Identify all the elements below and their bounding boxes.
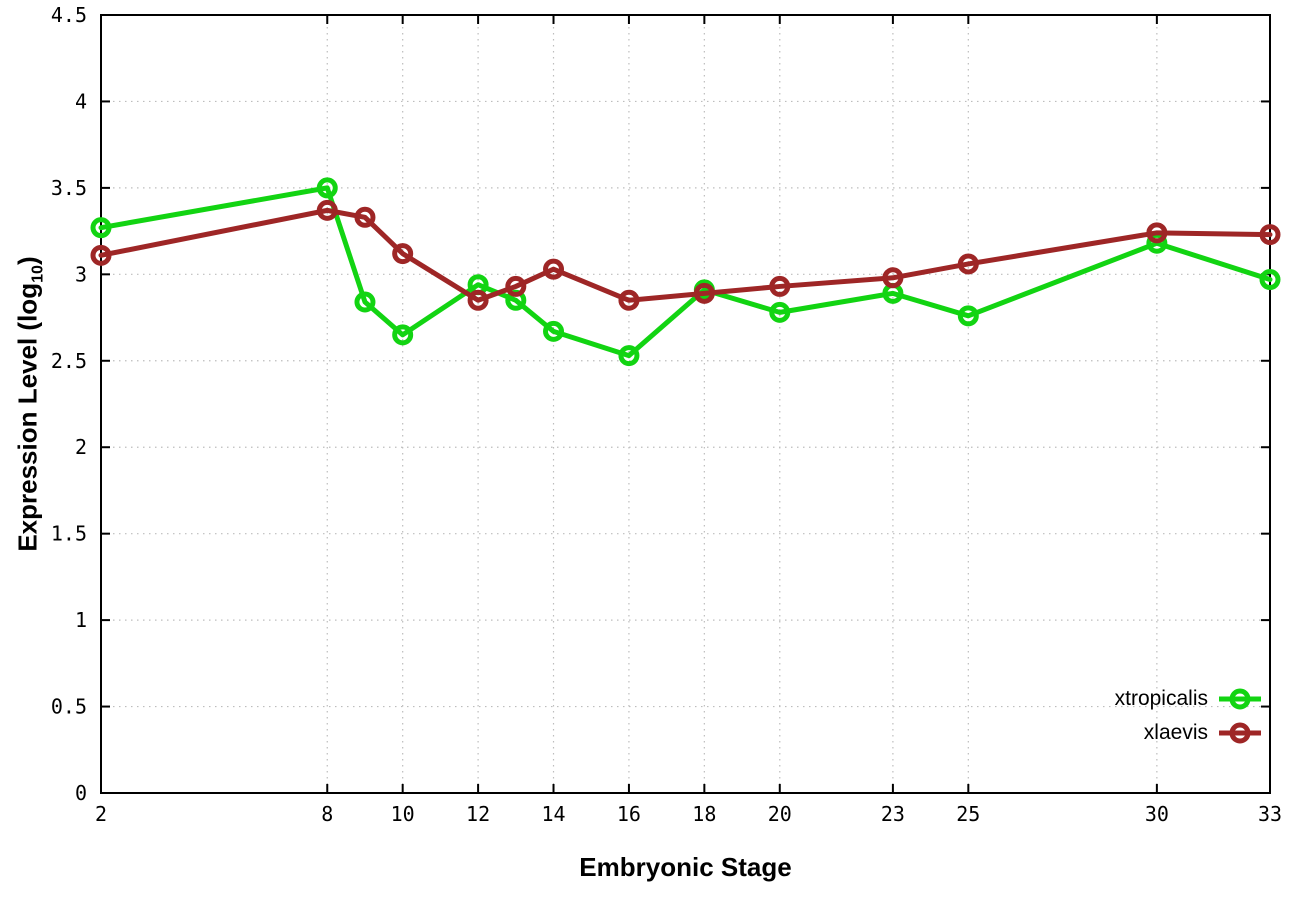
series-marker-xtropicalis [392, 324, 414, 346]
series-marker-xtropicalis [90, 217, 112, 239]
y-tick-label: 4.5 [51, 3, 87, 27]
series-marker-xlaevis [90, 244, 112, 266]
series-marker-xtropicalis [316, 177, 338, 199]
legend-label: xlaevis [1143, 721, 1208, 744]
x-tick-label: 14 [541, 802, 565, 826]
series-marker-xtropicalis [618, 345, 640, 367]
series-marker-xtropicalis [543, 320, 565, 342]
series-line-xlaevis [98, 207, 1273, 303]
y-tick-label: 3.5 [51, 176, 87, 200]
series-marker-xlaevis [316, 199, 338, 221]
x-tick-label: 10 [391, 802, 415, 826]
series-marker-xlaevis [543, 258, 565, 280]
x-tick-label: 2 [95, 802, 107, 826]
x-tick-label: 33 [1258, 802, 1282, 826]
legend-item-xlaevis: xlaevis [1115, 718, 1262, 748]
series-marker-xlaevis [1259, 224, 1281, 246]
y-axis-title-suffix: ) [12, 256, 43, 265]
x-tick-label: 23 [881, 802, 905, 826]
series-marker-xtropicalis [1259, 269, 1281, 291]
y-tick-label: 2 [75, 435, 87, 459]
series-marker-xlaevis [618, 289, 640, 311]
series-marker-xlaevis [1146, 222, 1168, 244]
x-tick-label: 25 [956, 802, 980, 826]
x-tick-label: 16 [617, 802, 641, 826]
series-marker-xlaevis [354, 206, 376, 228]
legend-marker-sample [1219, 722, 1261, 744]
plot-border [100, 14, 1271, 794]
legend: xtropicalis xlaevis [1115, 684, 1262, 748]
x-tick-label: 18 [692, 802, 716, 826]
series-marker-xtropicalis [769, 301, 791, 323]
series-marker-xlaevis [882, 267, 904, 289]
y-axis-title: Expression Level (log10) [13, 256, 48, 551]
series-marker-xlaevis [392, 243, 414, 265]
x-tick-label: 20 [768, 802, 792, 826]
x-tick-label: 30 [1145, 802, 1169, 826]
series-marker-xlaevis [957, 253, 979, 275]
legend-label: xtropicalis [1114, 687, 1208, 710]
y-tick-label: 1.5 [51, 522, 87, 546]
y-tick-label: 0 [75, 781, 87, 805]
y-tick-label: 2.5 [51, 349, 87, 373]
series-marker-xlaevis [505, 275, 527, 297]
x-tick-label: 12 [466, 802, 490, 826]
x-axis-title: Embryonic Stage [579, 852, 792, 882]
series-marker-xtropicalis [957, 305, 979, 327]
y-axis-title-subscript: 10 [28, 265, 47, 283]
y-tick-label: 3 [75, 262, 87, 286]
y-axis-title-text: Expression Level (log [12, 282, 43, 552]
series-marker-xlaevis [693, 282, 715, 304]
x-tick-label: 8 [321, 802, 333, 826]
series-line-xtropicalis [98, 185, 1273, 359]
series-marker-xlaevis [769, 275, 791, 297]
y-tick-label: 1 [75, 608, 87, 632]
y-tick-label: 4 [75, 89, 87, 113]
series-marker-xlaevis [467, 289, 489, 311]
legend-item-xtropicalis: xtropicalis [1115, 684, 1262, 714]
y-tick-label: 0.5 [51, 695, 87, 719]
series-marker-xtropicalis [354, 291, 376, 313]
legend-marker-sample [1219, 688, 1261, 710]
